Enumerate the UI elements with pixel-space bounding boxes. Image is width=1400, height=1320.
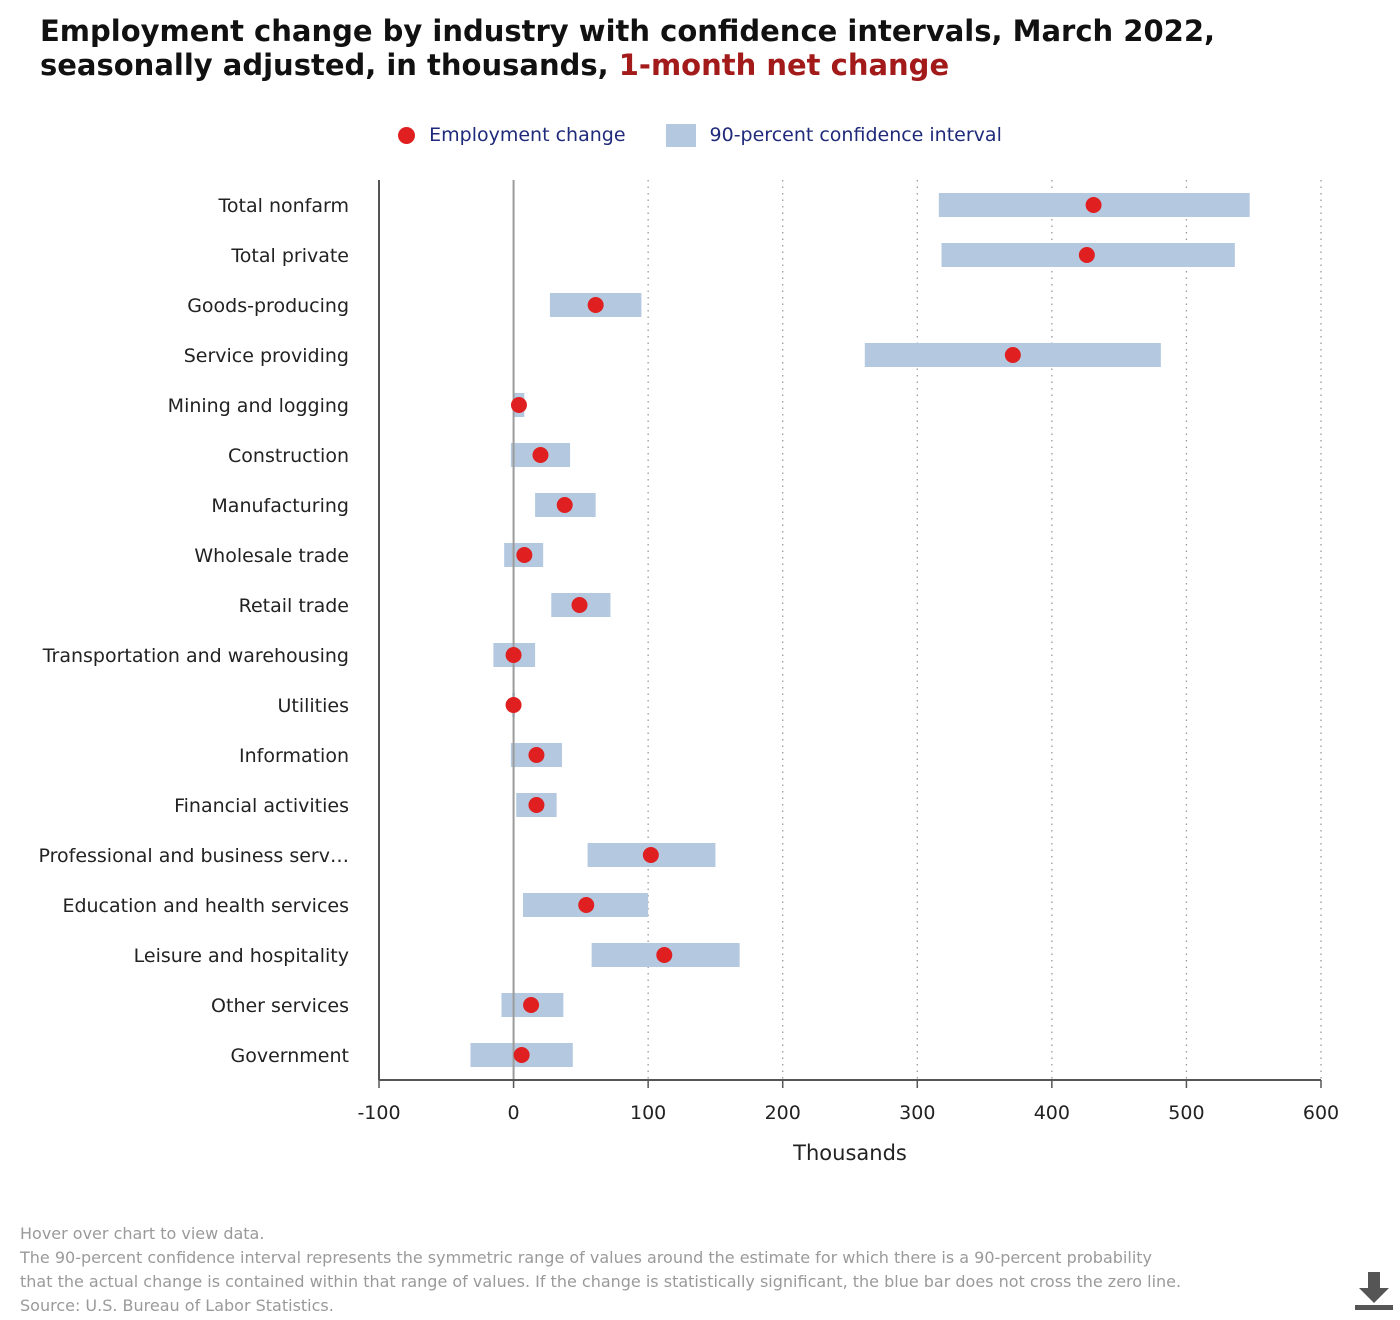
x-tick-label: 500 <box>1168 1102 1204 1124</box>
employment-change-point <box>505 697 522 713</box>
legend-point-marker <box>398 126 416 144</box>
category-label: Construction <box>228 445 349 467</box>
footnote-interval-line-1: The 90-percent confidence interval repre… <box>20 1248 1152 1267</box>
employment-change-point <box>1085 197 1102 213</box>
employment-change-point <box>510 397 527 413</box>
employment-change-point <box>505 647 522 663</box>
employment-change-point <box>513 1047 530 1063</box>
category-label: Mining and logging <box>168 395 349 417</box>
download-icon[interactable] <box>1353 1270 1395 1314</box>
employment-change-point <box>571 597 588 613</box>
x-tick-label: 0 <box>508 1102 520 1124</box>
employment-change-point <box>528 747 545 763</box>
category-label: Total nonfarm <box>218 195 349 217</box>
employment-change-point <box>516 547 533 563</box>
x-tick-label: -100 <box>357 1102 400 1124</box>
legend-interval-label: 90-percent confidence interval <box>709 124 1002 146</box>
category-label: Education and health services <box>62 895 349 917</box>
legend-point-label: Employment change <box>429 124 626 146</box>
category-label: Service providing <box>184 345 349 367</box>
category-label: Transportation and warehousing <box>42 645 349 667</box>
x-tick-label: 200 <box>765 1102 801 1124</box>
category-label: Utilities <box>277 695 349 717</box>
category-label: Goods-producing <box>187 295 349 317</box>
employment-change-point <box>523 997 540 1013</box>
category-label: Total private <box>230 245 349 267</box>
chart-title: Employment change by industry with confi… <box>40 14 1360 82</box>
footnote-interval-line-2: that the actual change is contained with… <box>20 1272 1182 1291</box>
x-tick-label: 400 <box>1034 1102 1070 1124</box>
x-tick-label: 100 <box>630 1102 666 1124</box>
employment-change-point <box>1078 247 1095 263</box>
category-label: Retail trade <box>239 595 349 617</box>
category-label: Wholesale trade <box>194 545 349 567</box>
chart-title-highlight: 1-month net change <box>618 48 950 82</box>
x-tick-label: 300 <box>899 1102 935 1124</box>
employment-change-point <box>642 847 659 863</box>
footnote-source: Source: U.S. Bureau of Labor Statistics. <box>20 1296 334 1315</box>
category-label: Financial activities <box>174 795 349 817</box>
category-label: Leisure and hospitality <box>134 945 349 967</box>
legend-item-confidence-interval[interactable]: 90-percent confidence interval <box>665 123 1002 147</box>
chart-legend: Employment change 90-percent confidence … <box>0 118 1400 152</box>
category-label: Professional and business serv… <box>38 845 349 867</box>
category-label: Manufacturing <box>211 495 349 517</box>
dot-plot: -100 0 100 200 300 400 500 600 Thousands Total no… <box>38 180 1339 1165</box>
chart-footnotes: Hover over chart to view data. The 90-pe… <box>20 1222 1320 1318</box>
x-tick-label: 600 <box>1303 1102 1339 1124</box>
category-label: Other services <box>211 995 349 1017</box>
employment-change-point <box>556 497 573 513</box>
employment-change-point <box>578 897 595 913</box>
chart-title-main: Employment change by industry with confi… <box>40 14 1216 82</box>
legend-item-employment-change[interactable]: Employment change <box>398 124 626 146</box>
employment-change-point <box>1004 347 1021 363</box>
category-label: Government <box>231 1045 350 1067</box>
category-label: Information <box>239 745 349 767</box>
footnote-hover: Hover over chart to view data. <box>20 1224 265 1243</box>
employment-change-point <box>656 947 673 963</box>
x-axis-title: Thousands <box>792 1141 907 1165</box>
employment-change-point <box>528 797 545 813</box>
legend-interval-swatch <box>665 123 696 147</box>
employment-change-point <box>532 447 549 463</box>
employment-change-point <box>587 297 604 313</box>
